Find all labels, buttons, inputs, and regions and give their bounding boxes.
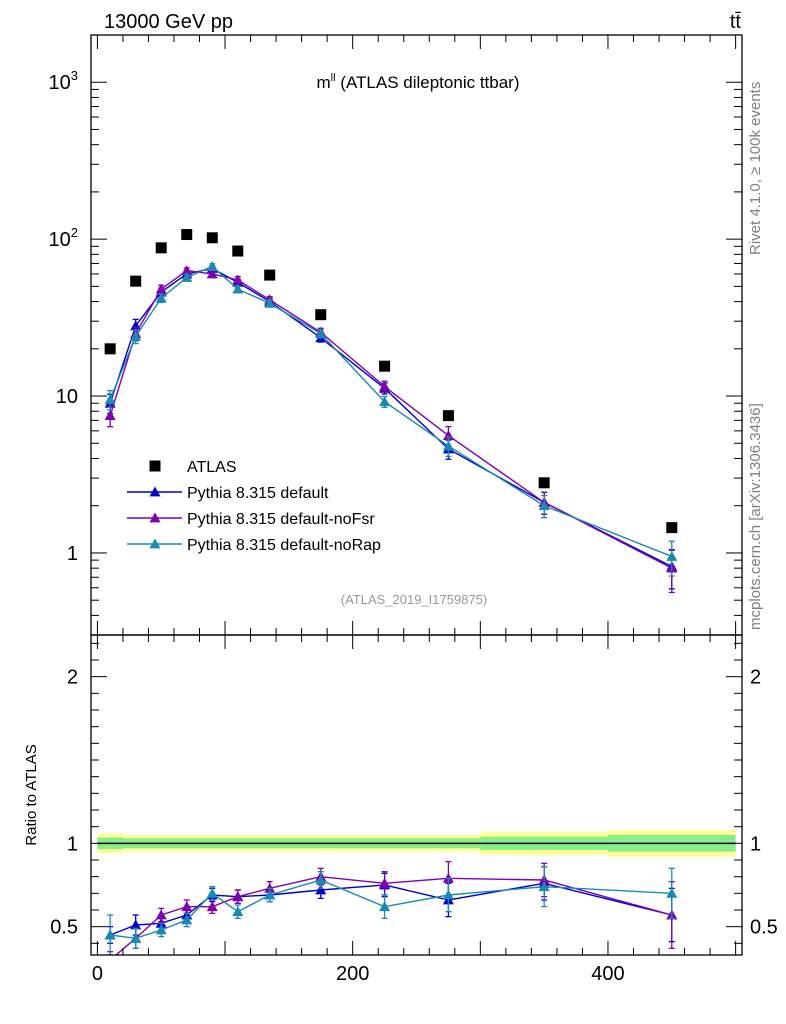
mc-point <box>130 330 142 341</box>
legend-marker <box>149 512 161 523</box>
ratio-point <box>379 877 391 888</box>
series-line <box>109 269 673 569</box>
mc-point <box>232 283 244 294</box>
ratio-point <box>666 887 678 898</box>
ratio-point <box>130 919 142 930</box>
ratio-y-tick-label-right: 2 <box>750 667 761 689</box>
data-point <box>130 275 142 287</box>
mc-point <box>155 283 167 294</box>
ratio-point <box>130 932 142 943</box>
ratio-point <box>264 889 276 900</box>
y-tick-label: 103 <box>49 68 78 94</box>
data-point <box>155 242 167 254</box>
data-point <box>104 343 116 355</box>
ratio-panel: 0 200 400 0.5 0.5 1 1 2 2 <box>50 634 778 985</box>
x-tick-label: 400 <box>591 963 624 985</box>
legend: ATLAS Pythia 8.315 default Pythia 8.315 de… <box>127 459 381 554</box>
ratio-point <box>379 901 391 912</box>
rivet-label: Rivet 4.1.0, ≥ 100k events <box>747 82 764 255</box>
ratio-y-tick-label-right: 0.5 <box>750 917 778 939</box>
mc-point <box>442 440 454 451</box>
ratio-point <box>232 906 244 917</box>
title-sup: ll <box>331 72 336 84</box>
ratio-point <box>206 887 218 898</box>
ratio-point <box>315 874 327 885</box>
mc-point <box>315 328 327 339</box>
mc-point <box>264 297 276 308</box>
data-point <box>232 245 244 257</box>
legend-label: Pythia 8.315 default-noRap <box>187 537 381 554</box>
ratio-ylabel: Ratio to ATLAS <box>23 744 40 845</box>
series-line <box>109 265 673 558</box>
legend-marker-atlas <box>149 460 161 472</box>
mc-point <box>379 381 391 391</box>
mc-point <box>181 271 193 282</box>
legend-label: Pythia 8.315 default <box>187 485 329 502</box>
ratio-point <box>181 901 193 912</box>
y-tick-label: 1 <box>67 543 78 565</box>
ratio-frame <box>90 634 743 956</box>
y-tick-label: 102 <box>49 225 78 251</box>
data-point <box>264 269 276 281</box>
data-point <box>206 232 218 244</box>
ratio-point <box>232 891 244 902</box>
legend-marker <box>149 486 161 497</box>
data-point <box>442 410 454 422</box>
data-point <box>666 522 678 534</box>
mc-point <box>206 260 218 271</box>
ratio-point <box>181 914 193 925</box>
ratio-point <box>442 889 454 900</box>
data-point <box>379 360 391 372</box>
plot-title: mll (ATLAS dileptonic ttbar) <box>317 72 520 92</box>
mcplots-label: mcplots.cern.ch [arXiv:1306.3436] <box>747 403 764 630</box>
ratio-line <box>109 882 672 936</box>
ratio-point <box>315 884 327 895</box>
y-tick-base: 10 <box>49 229 71 251</box>
ratio-point <box>538 881 550 892</box>
legend-marker <box>149 538 161 549</box>
ratio-line <box>110 879 672 940</box>
ratio-point <box>155 909 167 920</box>
ratio-point <box>206 901 218 912</box>
mc-point <box>379 396 391 407</box>
legend-label: Pythia 8.315 default-noFsr <box>187 511 375 528</box>
mc-point <box>155 292 167 303</box>
data-point <box>538 477 550 489</box>
mc-point <box>206 268 218 279</box>
mc-point <box>666 550 678 561</box>
process-label: tt̄ <box>730 11 742 33</box>
ratio-y-tick-label: 2 <box>67 667 78 689</box>
ratio-point <box>155 924 167 935</box>
mc-point <box>538 500 550 511</box>
data-point <box>181 229 193 241</box>
y-tick-exponent: 2 <box>71 225 78 240</box>
x-tick-label: 200 <box>336 963 369 985</box>
y-tick-label: 10 <box>56 386 78 408</box>
title-main: m <box>317 73 331 92</box>
ratio-point <box>109 954 111 955</box>
mc-point <box>104 410 116 421</box>
y-tick-exponent: 3 <box>71 68 78 83</box>
mc-point <box>232 274 244 285</box>
ratio-y-tick-label: 0.5 <box>50 917 78 939</box>
analysis-id: (ATLAS_2019_I1759875) <box>341 592 487 607</box>
ratio-point <box>104 929 116 940</box>
energy-label: 13000 GeV pp <box>104 11 233 33</box>
mc-point <box>181 265 193 276</box>
ratio-y-tick-label-right: 1 <box>750 833 761 855</box>
x-tick-label: 0 <box>92 963 103 985</box>
y-tick-base: 10 <box>49 72 71 94</box>
mc-point <box>104 394 116 404</box>
ratio-y-tick-label: 1 <box>67 833 78 855</box>
legend-label-atlas: ATLAS <box>187 459 237 476</box>
title-rest: (ATLAS dileptonic ttbar) <box>336 73 520 92</box>
data-point <box>315 309 327 321</box>
